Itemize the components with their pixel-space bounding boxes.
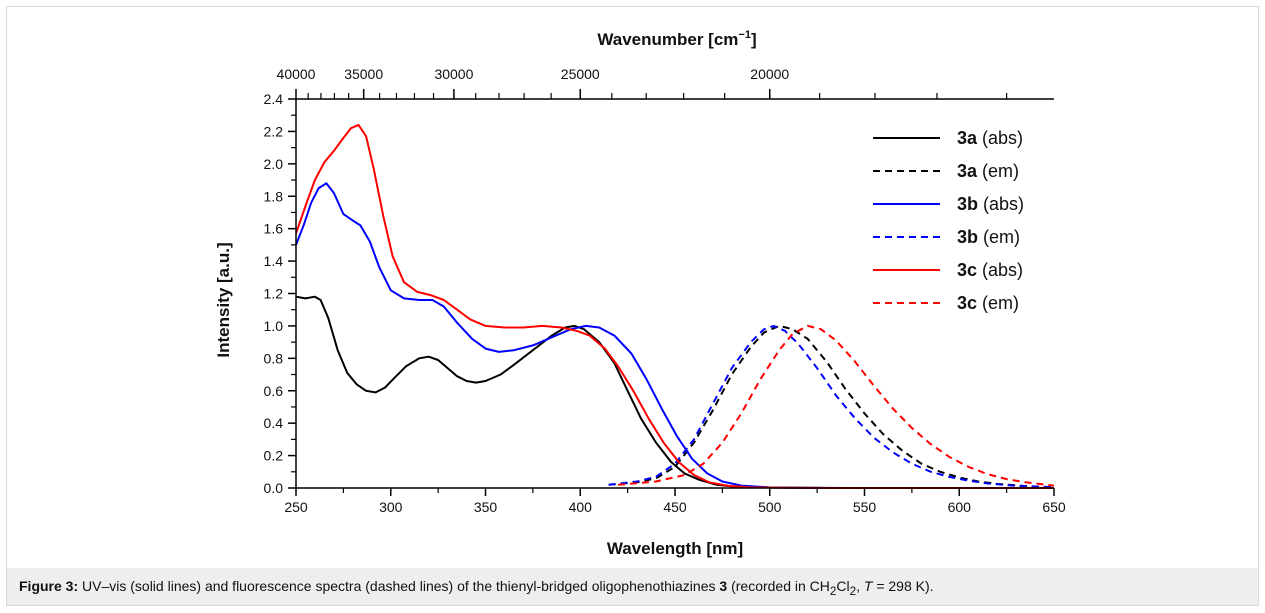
- y-tick-label: 0.8: [264, 350, 284, 366]
- y-tick-label: 0.0: [264, 480, 284, 496]
- caption-text-3: Cl: [836, 578, 850, 594]
- series-line-3: [608, 324, 1055, 489]
- y-tick-label: 0.4: [264, 415, 284, 431]
- x-tick-label: 550: [853, 499, 877, 515]
- y-tick-label: 1.0: [264, 318, 284, 334]
- top-tick-label: 20000: [750, 66, 789, 82]
- legend: 3a (abs)3a (em)3b (abs)3b (em)3c (abs)3c…: [873, 128, 1024, 313]
- x-tick-label: 250: [284, 499, 308, 515]
- caption-text-1: UV–vis (solid lines) and fluorescence sp…: [78, 578, 720, 594]
- y-tick-label: 1.2: [264, 286, 284, 302]
- y-axis-title: Intensity [a.u.]: [214, 242, 233, 357]
- caption-temp-var: T: [863, 578, 873, 594]
- caption-sub-2: 2: [849, 584, 857, 598]
- y-tick-label: 1.8: [264, 188, 284, 204]
- y-tick-label: 2.4: [264, 91, 284, 107]
- caption-label: Figure 3:: [19, 578, 79, 594]
- y-tick-label: 0.2: [264, 448, 284, 464]
- x-tick-label: 350: [474, 499, 498, 515]
- x-tick-label: 450: [663, 499, 687, 515]
- x-tick-label: 500: [758, 499, 782, 515]
- top-tick-label: 25000: [561, 66, 600, 82]
- top-tick-label: 30000: [434, 66, 473, 82]
- caption-text-4: ,: [856, 578, 864, 594]
- legend-label: 3c (em): [957, 293, 1019, 313]
- caption-text-5: = 298 K).: [872, 578, 934, 594]
- legend-label-type: (em): [977, 161, 1019, 181]
- legend-label-compound: 3c: [957, 260, 977, 280]
- series-line-1: [608, 324, 1055, 489]
- top-axis-title: Wavenumber [cm−1]: [597, 29, 756, 49]
- top-tick-label: 40000: [277, 66, 316, 82]
- x-axis-title: Wavelength [nm]: [607, 539, 743, 558]
- legend-label: 3b (em): [957, 227, 1020, 247]
- caption-sub-1: 2: [829, 584, 837, 598]
- spectra-chart: 250 300 350 400 450 500 550 600 650 0.0 0.2 0.4 0.6 0…: [214, 29, 1066, 558]
- legend-label: 3a (em): [957, 161, 1019, 181]
- legend-label-compound: 3a: [957, 161, 978, 181]
- y-tick-label: 1.4: [264, 253, 284, 269]
- legend-label-type: (abs): [977, 128, 1023, 148]
- caption-compound: 3: [719, 578, 728, 594]
- legend-label-type: (em): [978, 227, 1020, 247]
- legend-label-compound: 3b: [957, 227, 978, 247]
- legend-label-compound: 3c: [957, 293, 977, 313]
- legend-label: 3a (abs): [957, 128, 1023, 148]
- y-tick-label: 0.6: [264, 383, 284, 399]
- y-tick-label: 2.2: [264, 123, 284, 139]
- figure-frame: [6, 6, 1259, 606]
- legend-label-type: (abs): [977, 260, 1023, 280]
- legend-label-type: (abs): [978, 194, 1024, 214]
- legend-label-compound: 3a: [957, 128, 978, 148]
- series-line-4: [295, 123, 1054, 489]
- top-tick-label: 35000: [344, 66, 383, 82]
- x-tick-label: 400: [569, 499, 593, 515]
- y-tick-label: 2.0: [264, 156, 284, 172]
- legend-label: 3b (abs): [957, 194, 1024, 214]
- figure-caption: Figure 3: UV–vis (solid lines) and fluor…: [6, 568, 1259, 606]
- series-line-2: [295, 182, 1054, 489]
- legend-label-compound: 3b: [957, 194, 978, 214]
- series-layer: [295, 123, 1055, 489]
- series-line-0: [295, 295, 1054, 489]
- y-tick-label: 1.6: [264, 221, 284, 237]
- legend-label-type: (em): [977, 293, 1019, 313]
- x-tick-label: 650: [1042, 499, 1066, 515]
- x-tick-label: 600: [948, 499, 972, 515]
- caption-text-2: (recorded in CH: [727, 578, 830, 594]
- x-tick-label: 300: [379, 499, 403, 515]
- series-line-5: [618, 324, 1055, 487]
- legend-label: 3c (abs): [957, 260, 1023, 280]
- axes-layer: 250 300 350 400 450 500 550 600 650 0.0 0.2 0.4 0.6 0…: [264, 66, 1066, 515]
